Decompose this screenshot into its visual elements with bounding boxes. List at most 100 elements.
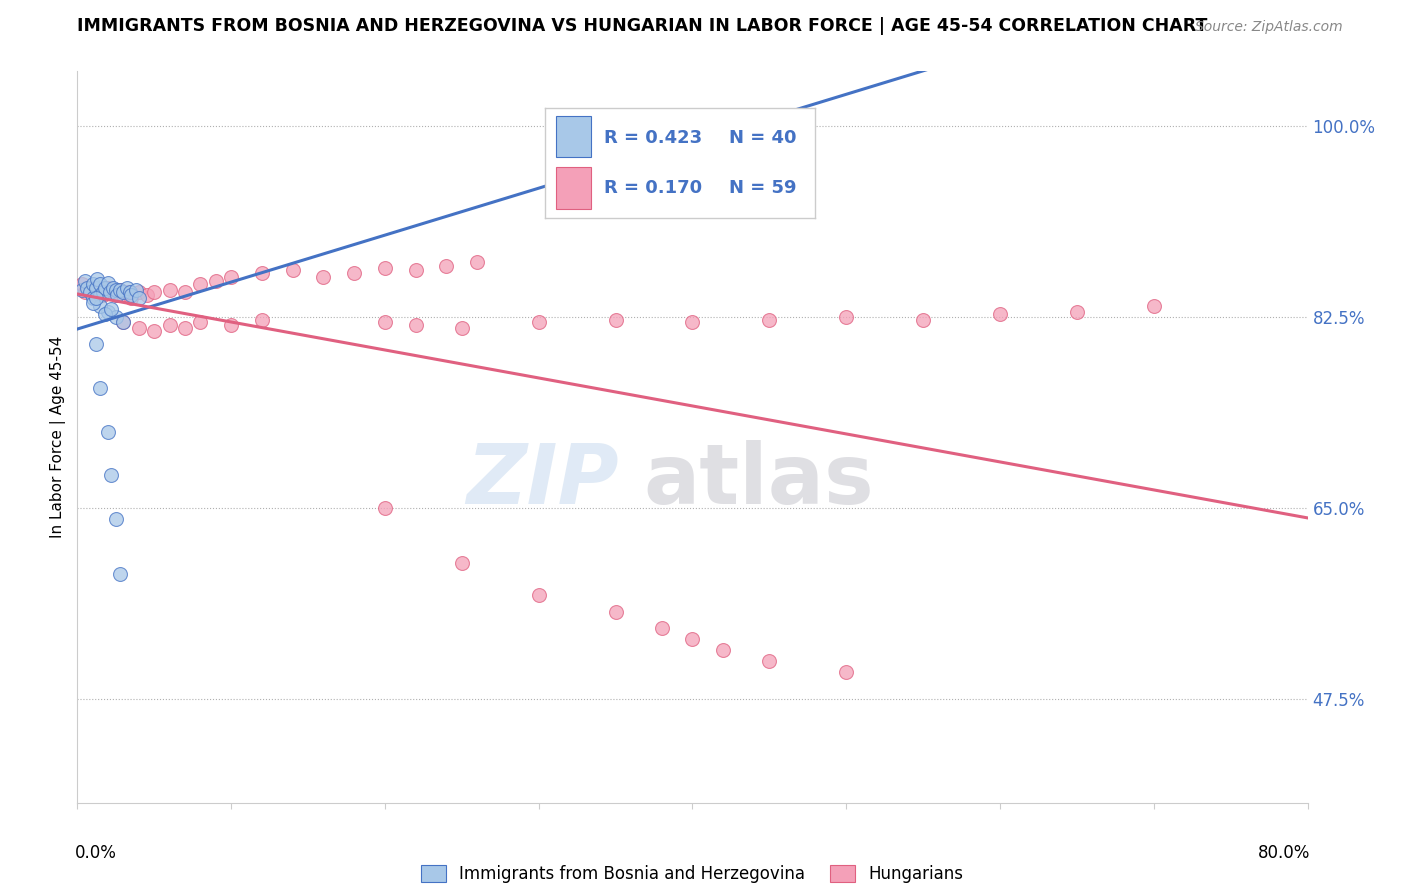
- Point: [86, 272, 108, 286]
- Text: N = 59: N = 59: [728, 179, 796, 197]
- Point: [104, 310, 127, 324]
- Point: [79, 285, 101, 299]
- Point: [110, 566, 132, 581]
- Text: R = 0.423: R = 0.423: [605, 128, 703, 146]
- Point: [112, 288, 135, 302]
- Point: [94, 280, 117, 294]
- Point: [104, 283, 127, 297]
- Point: [118, 285, 141, 299]
- Point: [682, 315, 704, 329]
- Point: [835, 310, 858, 324]
- Point: [120, 292, 142, 306]
- Point: [89, 283, 111, 297]
- Point: [250, 313, 273, 327]
- Point: [89, 277, 111, 292]
- Point: [82, 295, 104, 310]
- Point: [76, 280, 98, 294]
- Point: [70, 277, 93, 292]
- Text: 0.0%: 0.0%: [75, 844, 117, 862]
- Point: [405, 318, 427, 332]
- Point: [84, 292, 107, 306]
- Point: [219, 269, 242, 284]
- Point: [835, 665, 858, 679]
- Point: [758, 313, 780, 327]
- Point: [1066, 304, 1088, 318]
- Point: [312, 269, 335, 284]
- Point: [912, 313, 935, 327]
- Text: R = 0.170: R = 0.170: [605, 179, 703, 197]
- Point: [100, 285, 122, 299]
- Point: [94, 307, 117, 321]
- Point: [117, 285, 139, 299]
- Point: [110, 283, 132, 297]
- Point: [100, 302, 122, 317]
- Point: [89, 381, 111, 395]
- Point: [97, 425, 120, 439]
- Point: [73, 274, 96, 288]
- Point: [250, 266, 273, 280]
- Point: [605, 313, 627, 327]
- Point: [100, 468, 122, 483]
- Point: [89, 288, 111, 302]
- Point: [112, 315, 135, 329]
- Point: [82, 292, 104, 306]
- Point: [97, 280, 120, 294]
- Point: [143, 324, 166, 338]
- Point: [135, 288, 157, 302]
- Point: [110, 283, 132, 297]
- Point: [84, 337, 107, 351]
- Point: [82, 277, 104, 292]
- Point: [105, 288, 128, 302]
- Point: [204, 274, 226, 288]
- Point: [82, 285, 104, 299]
- Point: [988, 307, 1011, 321]
- Point: [450, 321, 472, 335]
- Point: [93, 285, 115, 299]
- Point: [343, 266, 366, 280]
- Point: [527, 315, 550, 329]
- Point: [174, 321, 197, 335]
- Point: [112, 285, 135, 299]
- Point: [1143, 299, 1166, 313]
- Y-axis label: In Labor Force | Age 45-54: In Labor Force | Age 45-54: [51, 336, 66, 538]
- Point: [374, 501, 396, 516]
- Point: [605, 605, 627, 619]
- Point: [605, 146, 627, 161]
- Text: atlas: atlas: [644, 441, 875, 522]
- Point: [651, 621, 673, 635]
- Point: [84, 288, 107, 302]
- Point: [465, 255, 488, 269]
- Point: [104, 512, 127, 526]
- Point: [174, 285, 197, 299]
- Point: [97, 304, 120, 318]
- Point: [405, 263, 427, 277]
- Point: [143, 285, 166, 299]
- Point: [159, 283, 181, 297]
- Point: [89, 299, 111, 313]
- Point: [711, 643, 734, 657]
- Point: [98, 285, 121, 299]
- FancyBboxPatch shape: [555, 167, 591, 209]
- Point: [79, 280, 101, 294]
- Point: [93, 288, 115, 302]
- Point: [666, 136, 689, 150]
- Text: Source: ZipAtlas.com: Source: ZipAtlas.com: [1195, 21, 1343, 34]
- Point: [188, 277, 212, 292]
- Point: [70, 283, 93, 297]
- Text: IMMIGRANTS FROM BOSNIA AND HERZEGOVINA VS HUNGARIAN IN LABOR FORCE | AGE 45-54 C: IMMIGRANTS FROM BOSNIA AND HERZEGOVINA V…: [77, 17, 1208, 35]
- Point: [115, 280, 138, 294]
- Point: [527, 588, 550, 602]
- Point: [101, 280, 124, 294]
- Legend: Immigrants from Bosnia and Herzegovina, Hungarians: Immigrants from Bosnia and Herzegovina, …: [415, 858, 970, 889]
- Point: [436, 259, 458, 273]
- Point: [188, 315, 212, 329]
- Text: N = 40: N = 40: [728, 128, 796, 146]
- Point: [104, 288, 127, 302]
- FancyBboxPatch shape: [555, 116, 591, 157]
- Point: [125, 283, 148, 297]
- Point: [73, 285, 96, 299]
- Point: [374, 260, 396, 275]
- Text: ZIP: ZIP: [465, 441, 619, 522]
- Point: [112, 315, 135, 329]
- Point: [281, 263, 304, 277]
